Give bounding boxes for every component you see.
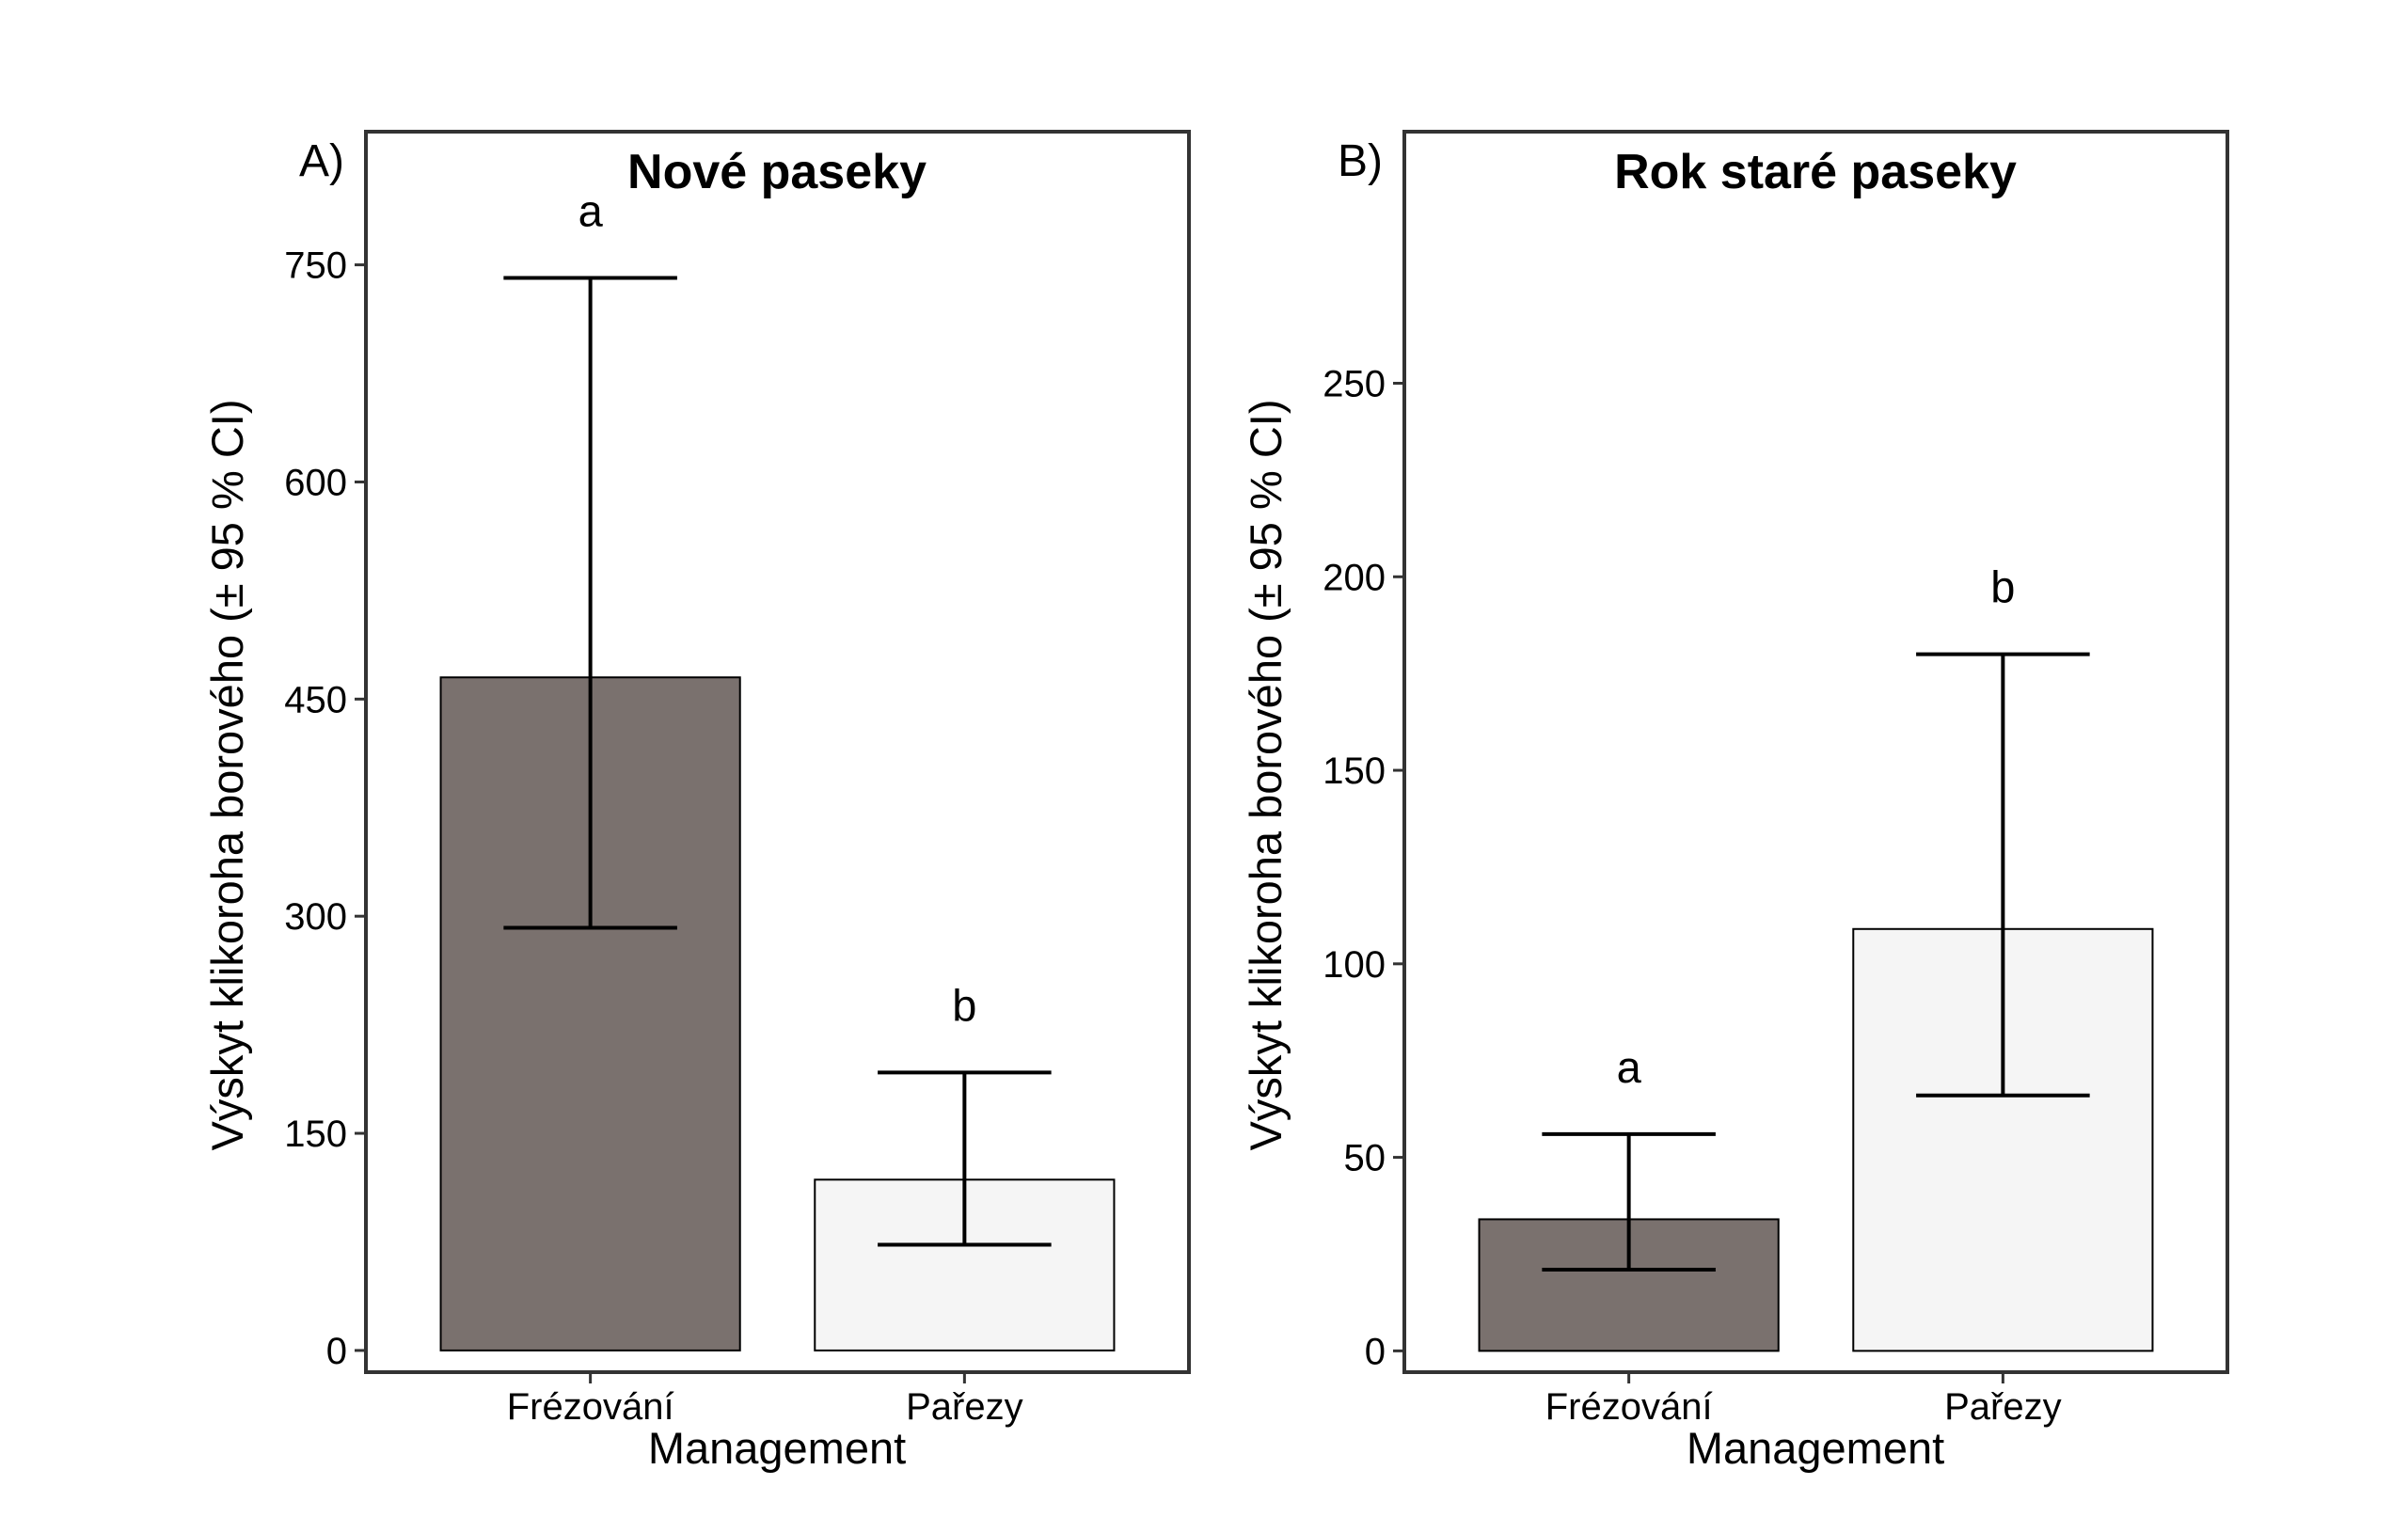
panel-a-title: Nové paseky: [627, 145, 927, 199]
panel-a-y-tick-label-0: 0: [326, 1331, 347, 1372]
panel-a-x-axis-title: Management: [648, 1423, 906, 1473]
panel-a-error-bar-1: [503, 276, 677, 930]
panel-b-y-axis-title: Výskyt klikoroha borového (± 95 % CI): [1241, 400, 1291, 1151]
panel-b-y-tick-label-1: 50: [1344, 1138, 1386, 1179]
panel-b-x-category-label-0: Frézování: [1545, 1386, 1713, 1428]
panel-a-y-tick-label-3: 450: [284, 679, 347, 720]
panel-a-y-tick-label-5: 750: [284, 245, 347, 287]
panel-b-y-tick-label-0: 0: [1365, 1331, 1386, 1372]
panel-a-error-bar-2: [878, 1070, 1052, 1247]
panel-b-error-bar-1: [1542, 1131, 1716, 1272]
panel-b-significance-letter-1: a: [1617, 1042, 1642, 1092]
panel-a-y-axis-title: Výskyt klikoroha borového (± 95 % CI): [202, 400, 252, 1151]
panel-a: A) Nové paseky Výskyt klikoroha borového…: [202, 130, 1191, 1473]
panel-b: B) Rok staré paseky Výskyt klikoroha bor…: [1241, 130, 2229, 1473]
panel-a-y-tick-label-1: 150: [284, 1114, 347, 1155]
panel-b-y-tick-label-2: 100: [1323, 944, 1386, 986]
panel-a-frame: [364, 130, 1191, 1374]
panel-a-y-tick-label-2: 300: [284, 896, 347, 938]
panel-b-error-bar-2: [1916, 652, 2090, 1098]
panel-a-x-category-label-0: Frézování: [507, 1386, 674, 1428]
panel-a-significance-letter-1: a: [578, 185, 604, 235]
panel-b-title: Rok staré paseky: [1614, 145, 2017, 199]
panel-b-significance-letter-2: b: [1990, 562, 2015, 612]
panel-b-y-tick-label-3: 150: [1323, 751, 1386, 792]
panel-b-y-tick-label-4: 200: [1323, 557, 1386, 598]
panel-a-y-tick-label-4: 600: [284, 462, 347, 503]
panel-a-tag: A): [299, 136, 344, 186]
panel-b-y-tick-label-5: 250: [1323, 364, 1386, 405]
panel-b-tag: B): [1338, 136, 1383, 186]
panel-b-x-category-label-1: Pařezy: [1944, 1386, 2062, 1428]
panel-b-frame: [1402, 130, 2229, 1374]
panel-b-x-axis-title: Management: [1687, 1423, 1944, 1473]
panel-a-x-category-label-1: Pařezy: [906, 1386, 1023, 1428]
panel-a-significance-letter-2: b: [952, 980, 976, 1030]
